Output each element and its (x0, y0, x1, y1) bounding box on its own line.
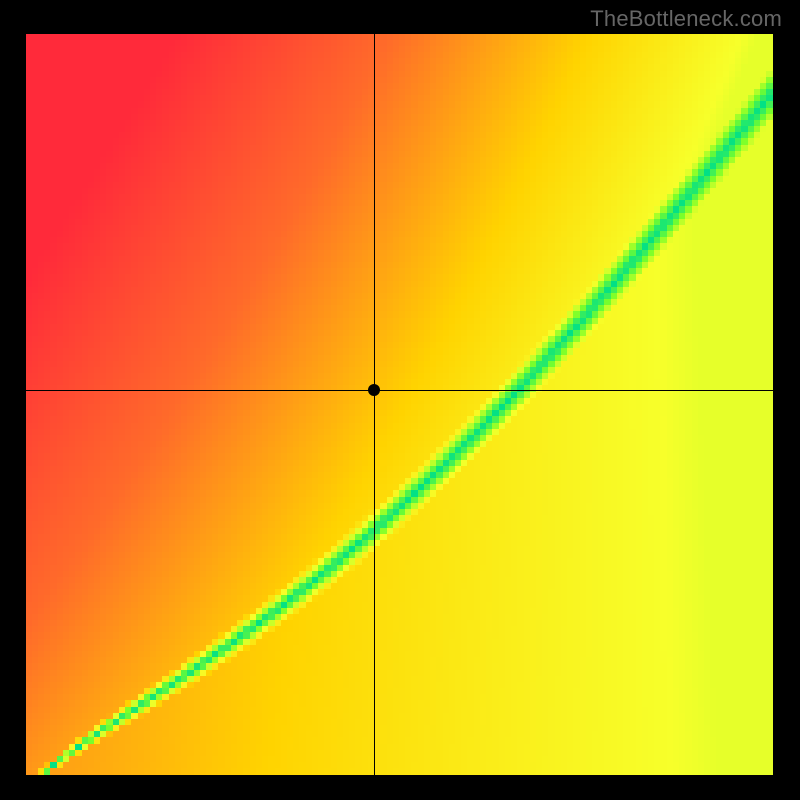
crosshair-vertical (374, 34, 375, 775)
crosshair-horizontal (26, 390, 773, 391)
marker-dot (368, 384, 380, 396)
heatmap-canvas (26, 34, 773, 775)
frame-right (773, 34, 800, 775)
frame-bottom (0, 775, 800, 800)
watermark-text: TheBottleneck.com (590, 6, 782, 32)
frame-left (0, 34, 26, 775)
chart-container: { "watermark": { "text": "TheBottleneck.… (0, 0, 800, 800)
